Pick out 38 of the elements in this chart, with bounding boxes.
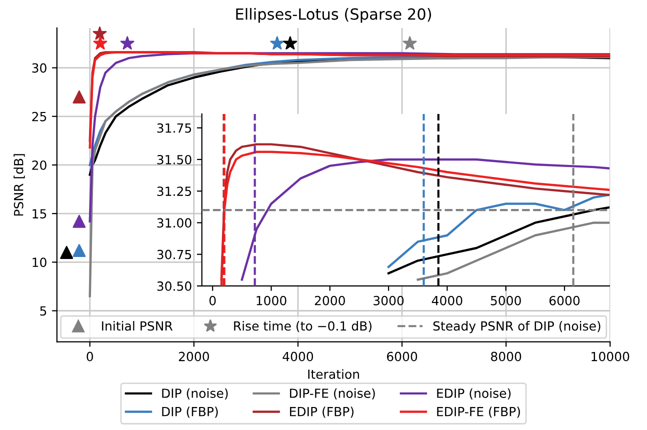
y-tick-label: 25 xyxy=(32,112,46,122)
y-tick-label: 30.75 xyxy=(157,250,192,260)
line-series xyxy=(88,56,610,298)
x-tick-label: 0 xyxy=(209,296,216,306)
x-tick-label: 1000 xyxy=(256,296,286,306)
y-tick-label: 31.50 xyxy=(157,154,192,164)
y-tick-label: 31.00 xyxy=(157,218,192,228)
y-tick-label: 31.25 xyxy=(157,186,192,196)
x-tick-label: 3000 xyxy=(374,296,404,306)
x-tick-label: 2000 xyxy=(314,296,345,306)
legend-label: EDIP (FBP) xyxy=(290,406,354,418)
legend-label: DIP (FBP) xyxy=(162,406,218,418)
x-tick-label: 4000 xyxy=(282,352,314,362)
annotation: Initial PSNR xyxy=(102,321,173,331)
y-tick-label: 30.50 xyxy=(157,281,192,291)
annotation: Rise time (to −0.1 dB) xyxy=(234,321,372,332)
chart-title: Ellipses-Lotus (Sparse 20) xyxy=(236,8,432,23)
x-tick-label: 8000 xyxy=(491,352,522,362)
x-tick-label: 6000 xyxy=(549,296,580,306)
legend-label: EDIP (noise) xyxy=(437,388,511,400)
y-tick-label: 5 xyxy=(40,306,46,316)
y-tick-label: 31.75 xyxy=(157,123,192,133)
legend-label: DIP-FE (noise) xyxy=(290,388,375,400)
x-tick-label: 0 xyxy=(86,352,94,362)
x-tick-label: 6000 xyxy=(386,352,418,362)
y-tick-label: 30 xyxy=(32,63,46,73)
x-tick-label: 5000 xyxy=(490,296,521,306)
x-tick-label: 4000 xyxy=(432,296,462,306)
y-tick-label: 15 xyxy=(32,209,46,218)
legend-label: EDIP-FE (FBP) xyxy=(437,406,520,418)
legend-label: DIP (noise) xyxy=(162,388,228,400)
legend-label: Steady PSNR of DIP (noise) xyxy=(433,321,600,334)
x-tick-label: 10000 xyxy=(592,352,630,362)
y-tick-label: 10 xyxy=(32,258,46,268)
x-tick-label: 2000 xyxy=(178,352,209,362)
y-axis-title: PSNR [dB] xyxy=(14,154,25,216)
y-tick-label: 20 xyxy=(32,160,46,170)
x-axis-title: Iteration xyxy=(308,369,359,379)
